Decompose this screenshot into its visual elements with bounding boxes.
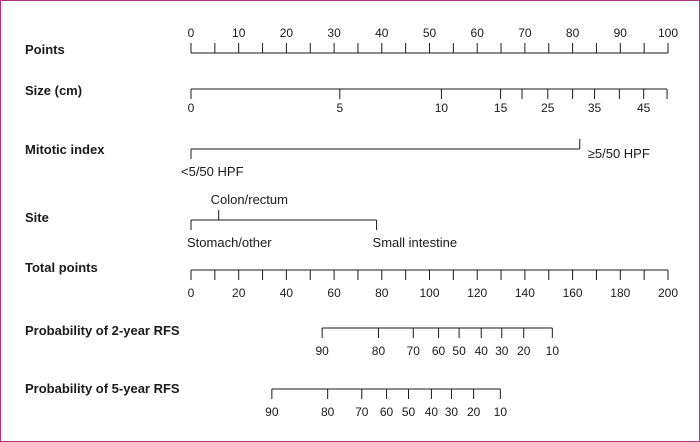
rfs5-tick-label: 90 bbox=[265, 405, 279, 419]
rfs2-tick-label: 40 bbox=[475, 344, 489, 358]
rfs2-tick-label: 10 bbox=[546, 344, 560, 358]
rfs2-tick-label: 50 bbox=[452, 344, 466, 358]
rfs5-tick-label: 30 bbox=[445, 405, 459, 419]
mitotic-category-label: <5/50 HPF bbox=[181, 164, 244, 179]
total-tick-label: 60 bbox=[327, 286, 341, 300]
size-row-label: Size (cm) bbox=[25, 83, 82, 98]
rfs2-tick-label: 60 bbox=[432, 344, 446, 358]
points-tick-label: 90 bbox=[614, 26, 628, 40]
size-tick-label: 5 bbox=[336, 101, 343, 115]
points-tick-label: 30 bbox=[327, 26, 341, 40]
rfs5-tick-label: 80 bbox=[321, 405, 335, 419]
total-tick-label: 100 bbox=[419, 286, 439, 300]
rfs2-tick-label: 30 bbox=[495, 344, 509, 358]
points-tick-label: 70 bbox=[518, 26, 532, 40]
points-tick-label: 100 bbox=[658, 26, 678, 40]
size-tick-label: 15 bbox=[494, 101, 508, 115]
rfs2-tick-label: 70 bbox=[407, 344, 421, 358]
total-tick-label: 180 bbox=[610, 286, 630, 300]
total-tick-label: 80 bbox=[375, 286, 389, 300]
site-category-label: Small intestine bbox=[373, 235, 458, 250]
points-tick-label: 60 bbox=[471, 26, 485, 40]
points-tick-label: 50 bbox=[423, 26, 437, 40]
total-row-label: Total points bbox=[25, 260, 98, 275]
size-tick-label: 35 bbox=[588, 101, 602, 115]
rfs5-tick-label: 70 bbox=[355, 405, 369, 419]
rfs2-tick-label: 20 bbox=[517, 344, 531, 358]
total-tick-label: 160 bbox=[563, 286, 583, 300]
rfs2-tick-label: 90 bbox=[315, 344, 329, 358]
size-tick-label: 10 bbox=[435, 101, 449, 115]
mitotic-row-label: Mitotic index bbox=[25, 142, 105, 157]
total-tick-label: 140 bbox=[515, 286, 535, 300]
total-tick-label: 40 bbox=[280, 286, 294, 300]
total-tick-label: 0 bbox=[188, 286, 195, 300]
mitotic-category-label: ≥5/50 HPF bbox=[588, 146, 650, 161]
rfs5-tick-label: 40 bbox=[425, 405, 439, 419]
points-tick-label: 40 bbox=[375, 26, 389, 40]
points-tick-label: 80 bbox=[566, 26, 580, 40]
size-tick-label: 25 bbox=[541, 101, 555, 115]
site-row-label: Site bbox=[25, 210, 49, 225]
rfs5-row-label: Probability of 5-year RFS bbox=[25, 381, 180, 396]
rfs5-tick-label: 50 bbox=[402, 405, 416, 419]
size-tick-label: 0 bbox=[188, 101, 195, 115]
points-tick-label: 20 bbox=[280, 26, 294, 40]
points-row-label: Points bbox=[25, 42, 65, 57]
rfs5-tick-label: 20 bbox=[467, 405, 481, 419]
rfs5-tick-label: 60 bbox=[380, 405, 394, 419]
points-tick-label: 10 bbox=[232, 26, 246, 40]
rfs5-tick-label: 10 bbox=[494, 405, 508, 419]
total-tick-label: 120 bbox=[467, 286, 487, 300]
size-tick-label: 45 bbox=[637, 101, 651, 115]
total-tick-label: 20 bbox=[232, 286, 246, 300]
site-category-label: Colon/rectum bbox=[211, 192, 288, 207]
site-category-label: Stomach/other bbox=[187, 235, 272, 250]
rfs2-tick-label: 80 bbox=[372, 344, 386, 358]
total-tick-label: 200 bbox=[658, 286, 678, 300]
rfs2-row-label: Probability of 2-year RFS bbox=[25, 323, 180, 338]
points-tick-label: 0 bbox=[188, 26, 195, 40]
